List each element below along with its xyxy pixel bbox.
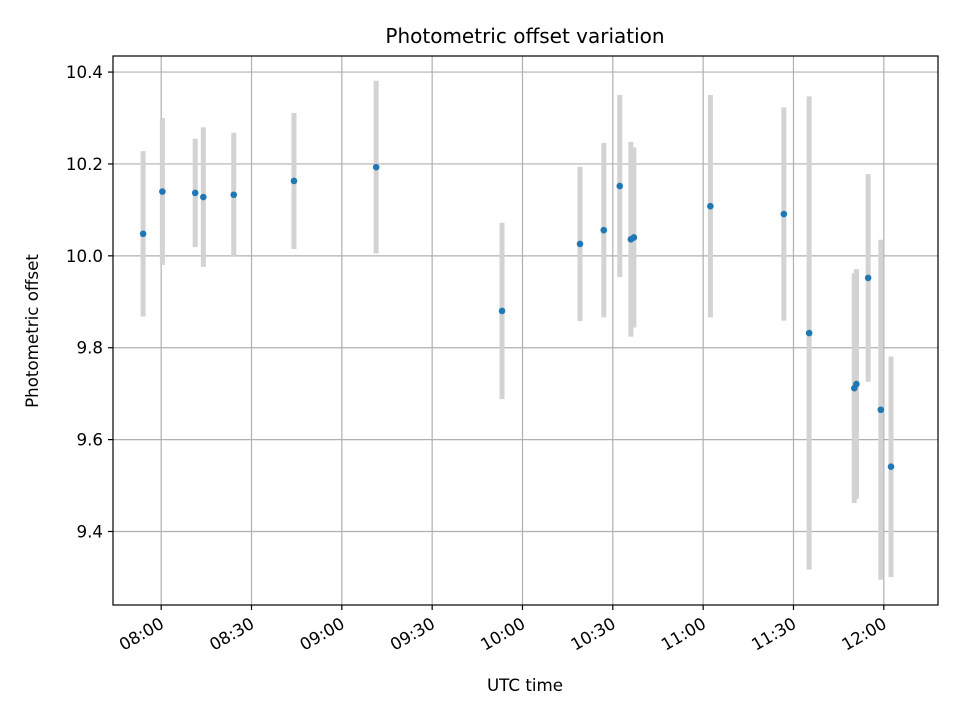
y-tick-label: 9.4 — [76, 521, 103, 541]
data-point — [139, 230, 147, 238]
data-points — [139, 163, 895, 471]
data-point — [498, 307, 506, 315]
data-point — [780, 210, 788, 218]
y-tick-label: 9.6 — [76, 430, 103, 450]
data-point — [630, 234, 638, 241]
data-point — [600, 226, 608, 234]
data-point — [805, 329, 813, 337]
y-tick-label: 10.2 — [66, 154, 103, 174]
grid-lines — [113, 56, 938, 605]
chart-title: Photometric offset variation — [385, 24, 664, 48]
data-point — [159, 188, 166, 195]
data-point — [877, 406, 885, 414]
data-point — [864, 274, 872, 282]
y-tick-label: 10.4 — [66, 62, 103, 82]
data-point — [230, 191, 238, 199]
plot-frame — [112, 55, 939, 606]
y-axis-ticks: 9.4 9.6 9.8 10.0 10.2 10.4 — [66, 62, 113, 541]
data-point — [200, 193, 207, 201]
data-point — [887, 463, 895, 471]
data-point — [372, 163, 380, 171]
data-point — [853, 380, 860, 388]
data-point — [290, 177, 298, 185]
y-tick-label: 10.0 — [66, 246, 103, 266]
x-axis-title: UTC time — [487, 675, 563, 695]
data-point — [191, 189, 199, 197]
data-point — [707, 202, 714, 210]
data-point — [576, 240, 584, 248]
data-point — [616, 182, 624, 190]
y-tick-label: 9.8 — [76, 338, 103, 358]
y-axis-title: Photometric offset — [22, 254, 42, 408]
